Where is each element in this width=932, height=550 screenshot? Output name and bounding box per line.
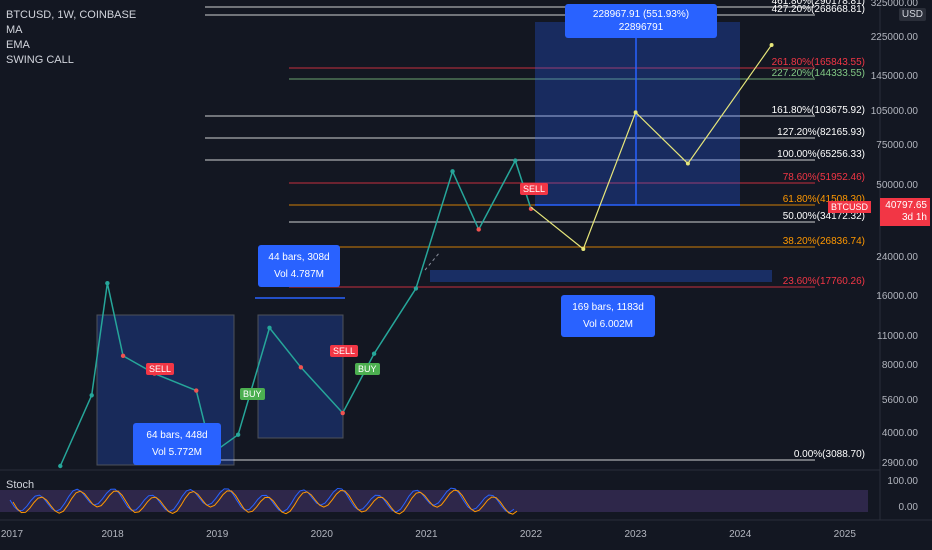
price-tick-label: 105000.00: [870, 106, 918, 117]
projection-point: [581, 246, 586, 251]
measure-box-3-bars: 169 bars, 1183d: [572, 302, 644, 313]
measure-box-2-vol: Vol 4.787M: [273, 269, 325, 280]
fib-level-label: 78.60%(51952.46): [782, 172, 865, 183]
price-point: [340, 410, 345, 416]
symbol-title[interactable]: BTCUSD, 1W, COINBASE: [6, 9, 137, 21]
indicator-swing-call[interactable]: SWING CALL: [6, 54, 74, 66]
stoch-tick-label: 0.00: [898, 502, 918, 513]
time-tick-label: 2020: [310, 529, 333, 540]
fib-level-label: 227.20%(144333.55): [771, 68, 865, 79]
fib-level-label: 50.00%(34172.32): [782, 211, 865, 222]
fib-level-label: 100.00%(65256.33): [777, 149, 865, 160]
buy-signal-2020: BUY: [355, 363, 380, 375]
price-tick-label: 325000.00: [870, 0, 918, 9]
price-tick-label: 5600.00: [881, 395, 918, 406]
fib-level-label: 461.80%(290178.81): [771, 0, 865, 7]
stoch-tick-label: 100.00: [887, 476, 918, 487]
price-point: [298, 365, 304, 370]
time-tick-label: 2019: [206, 529, 229, 540]
projection-point: [633, 110, 638, 115]
measure-box-1-label: 64 bars, 448d Vol 5.772M: [133, 423, 221, 465]
measure-box-2: [257, 314, 344, 439]
buy-signal-2019: BUY: [240, 388, 265, 400]
time-tick-label: 2021: [415, 529, 438, 540]
stoch-pane-title[interactable]: Stoch: [6, 479, 35, 491]
price-tick-label: 4000.00: [881, 428, 918, 439]
measure-box-2-label: 44 bars, 308d Vol 4.787M: [258, 245, 340, 287]
measure-box-3-vol: Vol 6.002M: [582, 319, 634, 330]
time-tick-label: 2018: [101, 529, 124, 540]
price-tick-label: 145000.00: [870, 71, 918, 82]
fib-level-label: 427.20%(268668.81): [771, 4, 865, 15]
price-tick-label: 75000.00: [876, 140, 918, 151]
fib-level-label: 261.80%(165843.55): [771, 57, 865, 68]
price-tick-label: 8000.00: [881, 360, 918, 371]
stoch-band: [0, 490, 868, 512]
chart-legend: BTCUSD, 1W, COINBASE MA EMA SWING CALL: [6, 8, 136, 68]
price-point: [120, 353, 126, 359]
symbol-price-tag: BTCUSD: [828, 201, 872, 213]
price-point: [58, 463, 63, 469]
fib-level-label: 23.60%(17760.26): [782, 276, 865, 287]
sell-signal-2020: SELL: [330, 345, 359, 357]
price-tick-label: 2900.00: [881, 458, 918, 469]
measure-box-2-bars: 44 bars, 308d: [268, 252, 330, 263]
price-point: [513, 158, 518, 163]
price-tick-label: 225000.00: [870, 32, 918, 43]
time-tick-label: 2025: [833, 529, 856, 540]
price-point: [105, 280, 110, 286]
indicator-ma[interactable]: MA: [6, 24, 23, 36]
price-point: [476, 227, 481, 232]
price-tick-label: 50000.00: [876, 180, 918, 191]
fib-level-label: 38.20%(26836.74): [782, 236, 865, 247]
last-price-tag[interactable]: 40797.65 3d 1h: [880, 198, 930, 226]
stoch-d-line: [12, 489, 518, 515]
measure-box-1-bars: 64 bars, 448d: [146, 430, 208, 441]
price-point: [235, 432, 241, 437]
measure-box-3: [430, 270, 772, 282]
last-price-value: 40797.65: [885, 200, 927, 211]
time-tick-label: 2023: [624, 529, 647, 540]
bar-countdown: 3d 1h: [901, 212, 927, 223]
projection-point: [769, 42, 774, 47]
time-tick-label: 2024: [729, 529, 752, 540]
time-tick-label: 2017: [0, 529, 24, 540]
price-point: [89, 393, 94, 398]
price-tick-label: 24000.00: [876, 252, 918, 263]
fib-level-label: 127.20%(82165.93): [777, 127, 865, 138]
price-tick-label: 16000.00: [876, 291, 918, 302]
time-tick-label: 2022: [519, 529, 543, 540]
fib-level-label: 61.80%(41508.30): [782, 194, 865, 205]
fib-level-label: 161.80%(103675.92): [771, 105, 865, 116]
range-measure-label: 228967.91 (551.93%) 22896791: [565, 4, 717, 38]
price-point: [413, 286, 419, 291]
price-point: [267, 325, 272, 331]
price-tick-label: 11000.00: [877, 331, 918, 342]
trend-dashed: [424, 251, 441, 271]
sell-signal-2021: SELL: [520, 183, 549, 195]
indicator-ema[interactable]: EMA: [6, 39, 30, 51]
fib-level-label: 0.00%(3088.70): [793, 449, 865, 460]
currency-badge[interactable]: USD: [898, 8, 926, 21]
price-point: [450, 169, 455, 174]
projection-point: [685, 161, 690, 166]
price-point: [371, 351, 377, 356]
measure-box-1-vol: Vol 5.772M: [151, 447, 203, 458]
measure-box-3-label: 169 bars, 1183d Vol 6.002M: [561, 295, 655, 337]
price-point: [194, 388, 199, 393]
sell-signal-2018: SELL: [146, 363, 175, 375]
